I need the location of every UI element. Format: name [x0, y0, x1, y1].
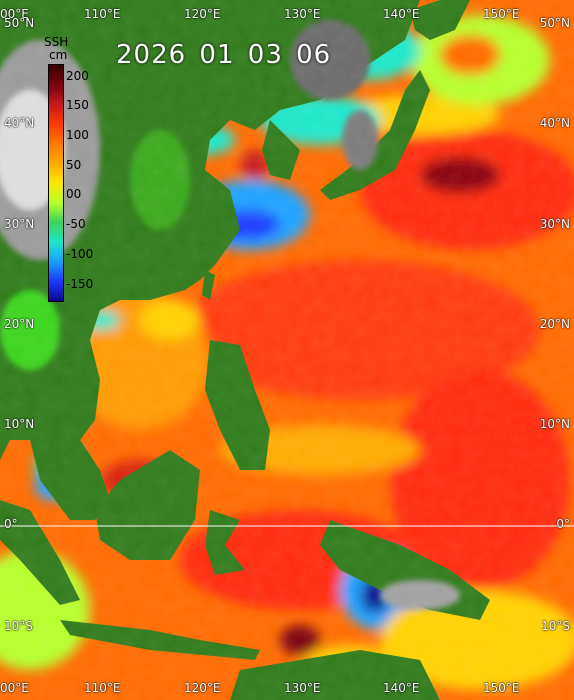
lat-label-left: 0° [4, 517, 18, 531]
lon-label-top: 130°E [284, 7, 321, 21]
lat-label-left: 40°N [4, 116, 35, 130]
lat-label-right: 20°N [539, 317, 570, 331]
lon-label-bottom: 150°E [483, 681, 520, 695]
colorbar-tick-label: 50 [66, 158, 82, 172]
lon-label-top: 00°E [0, 7, 29, 21]
lat-label-right: 10°N [539, 417, 570, 431]
colorbar-tick-label: -50 [66, 217, 86, 231]
colorbar-scale [48, 64, 64, 302]
colorbar-tick-label: 100 [66, 128, 89, 142]
lat-label-right: 30°N [539, 217, 570, 231]
lon-label-top: 120°E [184, 7, 221, 21]
lon-label-bottom: 130°E [284, 681, 321, 695]
lat-label-right: 0° [556, 517, 570, 531]
lat-label-left: 50°N [4, 16, 35, 30]
colorbar-tick-label: 00 [66, 187, 82, 201]
lon-label-top: 140°E [383, 7, 420, 21]
lat-label-left: 10°S [4, 619, 33, 633]
lat-label-right: 50°N [539, 16, 570, 30]
lon-label-top: 110°E [84, 7, 121, 21]
lat-label-left: 20°N [4, 317, 35, 331]
map-title: 2026 01 03 06 [116, 40, 332, 70]
lon-label-bottom: 140°E [383, 681, 420, 695]
lat-label-right: 40°N [539, 116, 570, 130]
lon-label-bottom: 110°E [84, 681, 121, 695]
colorbar-tick-label: -100 [66, 247, 94, 261]
lat-label-left: 30°N [4, 217, 35, 231]
colorbar-unit: cm [49, 48, 68, 62]
lat-label-left: 10°N [4, 417, 35, 431]
colorbar-tick-label: -150 [66, 277, 94, 291]
lat-label-right: 10°S [541, 619, 570, 633]
colorbar-tick-label: 150 [66, 98, 89, 112]
lon-label-top: 150°E [483, 7, 520, 21]
lon-label-bottom: 00°E [0, 681, 29, 695]
lon-label-bottom: 120°E [184, 681, 221, 695]
colorbar-title: SSH [44, 35, 69, 49]
colorbar-tick-label: 200 [66, 69, 89, 83]
